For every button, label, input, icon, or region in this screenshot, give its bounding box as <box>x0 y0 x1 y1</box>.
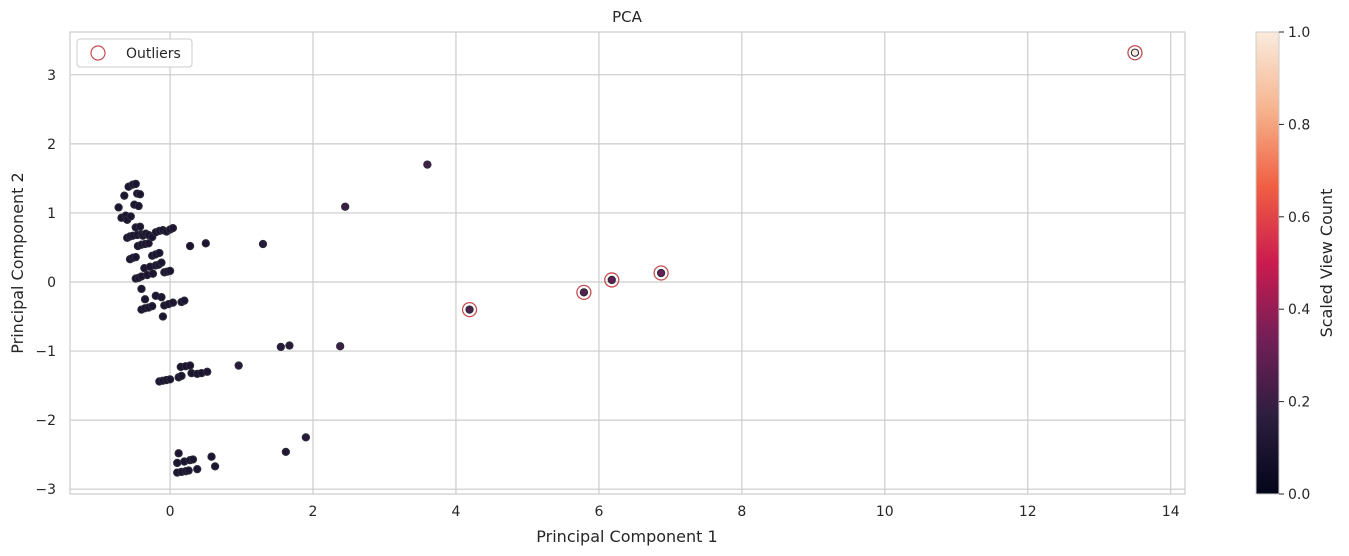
x-tick-label: 4 <box>452 504 461 520</box>
data-point <box>168 223 178 233</box>
data-point <box>336 342 345 351</box>
data-point <box>177 371 186 381</box>
data-point <box>276 342 285 352</box>
data-point <box>465 305 474 314</box>
y-tick-label: 2 <box>47 137 56 153</box>
y-axis-label: Principal Component 2 <box>8 172 27 353</box>
legend-label-outliers: Outliers <box>126 46 181 62</box>
data-point <box>180 296 189 305</box>
colorbar-tick-label: 0.2 <box>1288 395 1310 411</box>
data-point <box>201 239 210 248</box>
x-tick-label: 12 <box>1019 504 1037 520</box>
data-point <box>579 288 589 297</box>
y-tick-label: −3 <box>35 482 56 498</box>
data-point <box>188 455 198 464</box>
colorbar-label: Scaled View Count <box>1317 189 1336 338</box>
data-point <box>131 179 140 189</box>
y-tick-label: 1 <box>47 206 56 222</box>
data-point <box>126 212 135 221</box>
colorbar-gradient <box>1255 31 1280 495</box>
data-point <box>157 258 166 267</box>
data-point <box>341 202 350 211</box>
data-point <box>165 266 175 276</box>
data-point <box>144 239 153 248</box>
colorbar-tick-label: 0.8 <box>1288 117 1310 133</box>
x-tick-label: 10 <box>876 504 894 520</box>
x-tick-label: 6 <box>594 504 603 520</box>
outlier-marker <box>576 284 592 300</box>
outlier-marker <box>1127 45 1143 61</box>
data-point <box>168 298 178 307</box>
data-point <box>1130 48 1140 57</box>
data-point <box>135 190 145 199</box>
data-point <box>281 447 291 457</box>
data-point <box>140 295 150 304</box>
data-point <box>285 341 294 350</box>
x-tick-label: 2 <box>309 504 318 520</box>
data-point <box>423 160 432 169</box>
plot-area <box>70 32 1185 494</box>
data-point <box>157 293 166 302</box>
data-point <box>184 466 193 475</box>
legend-outlier-marker <box>90 45 106 61</box>
outlier-marker <box>604 272 620 288</box>
data-point <box>301 433 311 442</box>
data-point <box>135 222 145 231</box>
x-axis-label: Principal Component 1 <box>536 527 717 546</box>
data-point <box>210 462 220 471</box>
outlier-marker <box>461 301 478 318</box>
data-point <box>234 361 243 370</box>
data-point <box>155 248 164 258</box>
colorbar: 0.0 0.2 0.4 0.6 0.8 1.0 Scaled View Count <box>1255 25 1336 503</box>
data-point <box>173 458 182 468</box>
scatter-points <box>114 48 1140 477</box>
colorbar-tick-label: 1.0 <box>1288 25 1310 41</box>
data-point <box>114 203 123 212</box>
legend: Outliers <box>76 38 193 68</box>
data-point <box>185 361 195 370</box>
colorbar-tick-label: 0.4 <box>1288 302 1310 318</box>
data-point <box>174 449 183 458</box>
data-point <box>131 252 140 262</box>
data-point <box>193 464 202 474</box>
y-tick-label: −2 <box>35 413 56 429</box>
data-point <box>258 239 268 249</box>
outlier-marker <box>653 265 669 281</box>
x-tick-labels: 0 2 4 6 8 10 12 14 <box>166 504 1180 520</box>
legend-box <box>76 38 193 68</box>
plot-frame <box>69 31 1186 495</box>
x-tick-label: 0 <box>166 504 175 520</box>
data-point <box>207 452 216 461</box>
x-tick-label: 14 <box>1162 504 1180 520</box>
outlier-markers <box>461 45 1143 318</box>
data-point <box>134 201 143 211</box>
data-point <box>607 275 616 285</box>
colorbar-tick-labels: 0.0 0.2 0.4 0.6 0.8 1.0 <box>1279 25 1310 503</box>
y-tick-label: 0 <box>47 275 56 291</box>
data-point <box>203 367 212 376</box>
y-tick-label: 3 <box>47 68 56 84</box>
data-point <box>185 241 195 251</box>
data-point <box>148 302 157 311</box>
data-point <box>165 375 175 384</box>
data-point <box>148 269 158 278</box>
colorbar-tick-label: 0.0 <box>1288 487 1310 503</box>
data-point <box>137 284 146 294</box>
colorbar-tick-label: 0.6 <box>1288 210 1310 226</box>
data-point <box>656 268 666 278</box>
data-point <box>158 312 168 321</box>
chart-title: PCA <box>612 8 643 26</box>
x-tick-label: 8 <box>737 504 746 520</box>
grid <box>70 32 1185 494</box>
y-tick-labels: −3 −2 −1 0 1 2 3 <box>35 68 56 498</box>
y-tick-label: −1 <box>35 344 56 360</box>
data-point <box>120 191 129 200</box>
